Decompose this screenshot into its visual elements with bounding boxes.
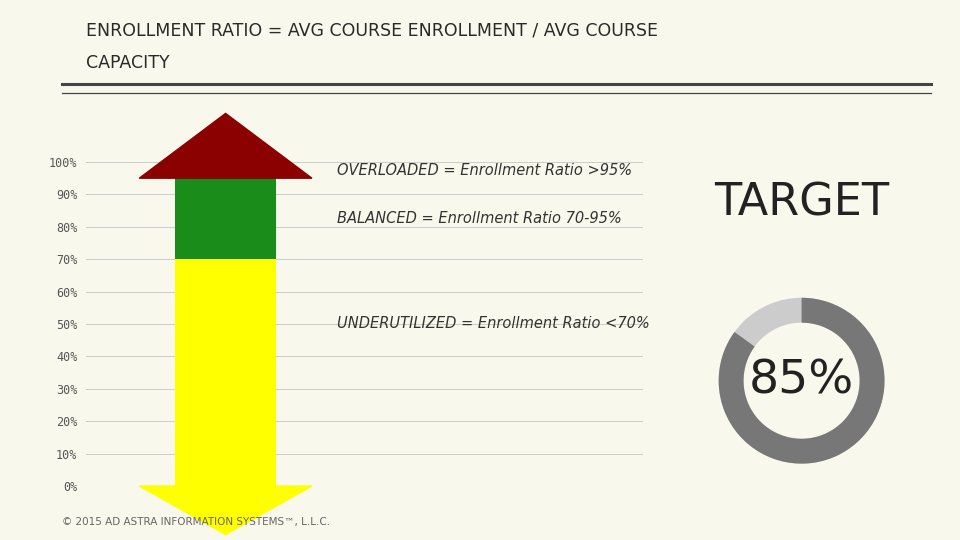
Wedge shape xyxy=(719,298,884,464)
Polygon shape xyxy=(139,113,312,178)
Text: 85%: 85% xyxy=(749,358,854,403)
Text: OVERLOADED = Enrollment Ratio >95%: OVERLOADED = Enrollment Ratio >95% xyxy=(337,163,632,178)
Text: © 2015 AD ASTRA INFORMATION SYSTEMS™, L.L.C.: © 2015 AD ASTRA INFORMATION SYSTEMS™, L.… xyxy=(62,516,330,526)
Text: TARGET: TARGET xyxy=(714,181,889,224)
Polygon shape xyxy=(139,486,312,535)
Wedge shape xyxy=(719,298,884,464)
Bar xyxy=(176,259,276,486)
Text: ENROLLMENT RATIO = AVG COURSE ENROLLMENT / AVG COURSE: ENROLLMENT RATIO = AVG COURSE ENROLLMENT… xyxy=(86,22,659,39)
Text: CAPACITY: CAPACITY xyxy=(86,54,170,72)
Text: BALANCED = Enrollment Ratio 70-95%: BALANCED = Enrollment Ratio 70-95% xyxy=(337,211,622,226)
Bar xyxy=(176,178,276,259)
Text: UNDERUTILIZED = Enrollment Ratio <70%: UNDERUTILIZED = Enrollment Ratio <70% xyxy=(337,316,650,332)
